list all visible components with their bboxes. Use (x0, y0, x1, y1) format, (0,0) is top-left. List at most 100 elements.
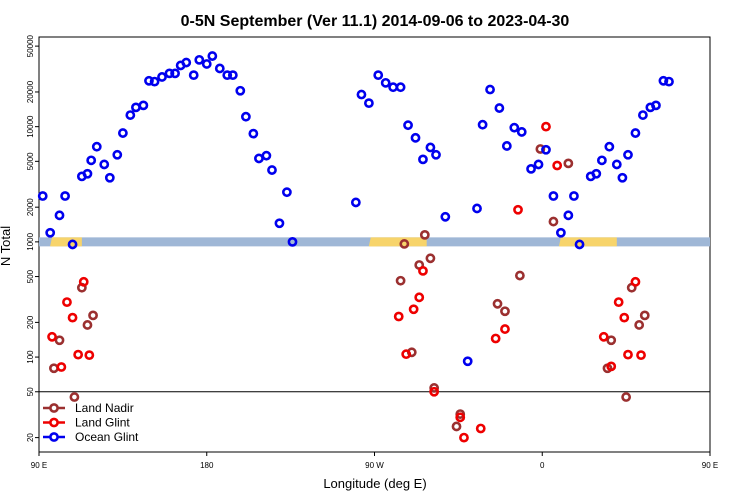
data-point (86, 155, 97, 166)
x-tick-label: 90 E (702, 461, 718, 470)
data-point (395, 82, 406, 93)
data-point (462, 356, 473, 367)
land-band-edge (368, 237, 377, 247)
data-point (472, 203, 482, 214)
data-point (47, 331, 57, 342)
y-tick-label: 20 (26, 433, 35, 442)
data-point (501, 141, 512, 151)
data-point (144, 75, 154, 86)
data-point (429, 383, 440, 393)
y-tick-label: 2000 (26, 198, 35, 216)
data-point (548, 191, 559, 201)
data-point (414, 292, 425, 303)
data-point (207, 51, 218, 61)
data-point (440, 211, 451, 222)
data-point (350, 197, 361, 208)
x-tick-label: 180 (200, 461, 214, 470)
data-point (636, 350, 646, 361)
legend-marker (49, 403, 59, 413)
data-point (492, 298, 503, 309)
data-point (267, 165, 277, 175)
data-point (84, 350, 95, 361)
data-point (533, 159, 544, 170)
data-point (598, 331, 609, 342)
data-point (388, 82, 399, 93)
data-point (125, 110, 136, 120)
data-point (541, 121, 551, 132)
data-point (611, 159, 622, 170)
data-point (485, 84, 495, 95)
data-point (401, 349, 412, 360)
data-point (490, 333, 501, 344)
data-point (613, 297, 624, 308)
y-tick-label: 50 (26, 387, 35, 396)
data-point (88, 310, 98, 321)
data-point (606, 361, 617, 372)
data-point (541, 144, 551, 155)
land-band-segment (370, 237, 427, 247)
data-point (181, 57, 192, 68)
data-point (548, 216, 559, 227)
data-point (596, 155, 607, 166)
data-point (54, 335, 65, 346)
data-point (574, 239, 585, 250)
data-point (201, 59, 212, 69)
data-point (604, 141, 615, 152)
data-point (638, 110, 648, 120)
data-point (513, 204, 523, 215)
data-point (431, 149, 441, 160)
data-point (500, 306, 510, 317)
data-point (621, 392, 632, 402)
y-tick-label: 500 (26, 269, 35, 283)
data-point (91, 141, 102, 152)
data-point (623, 349, 633, 360)
y-tick-label: 20000 (26, 80, 35, 103)
y-tick-label: 200 (26, 315, 35, 329)
data-point (634, 320, 645, 330)
data-point (395, 275, 406, 286)
data-point (287, 236, 298, 247)
data-point (500, 324, 510, 334)
data-point (194, 54, 205, 65)
data-point (419, 229, 430, 240)
data-point (393, 311, 404, 322)
y-tick-label: 5000 (26, 152, 35, 170)
data-point (49, 363, 59, 374)
chart-title: 0-5N September (Ver 11.1) 2014-09-06 to … (181, 13, 570, 30)
data-point (555, 227, 566, 238)
data-point (617, 172, 628, 183)
y-axis-label: N Total (0, 226, 13, 266)
data-point (117, 128, 128, 138)
data-point (281, 187, 292, 198)
data-point (138, 100, 149, 111)
data-point (399, 239, 410, 249)
data-point (403, 120, 413, 131)
data-point (373, 70, 384, 81)
data-point (514, 270, 525, 281)
data-point (235, 85, 246, 96)
legend-marker (49, 432, 59, 442)
data-point (54, 210, 65, 221)
data-point (227, 70, 238, 81)
data-point (170, 68, 180, 79)
legend-marker (49, 417, 59, 428)
data-point (222, 70, 233, 81)
data-point (535, 144, 546, 154)
x-axis-label: Longitude (deg E) (323, 476, 426, 491)
data-point (639, 310, 650, 321)
x-tick-label: 90 W (365, 461, 384, 470)
data-point (62, 297, 72, 308)
data-point (131, 102, 141, 113)
data-point (429, 386, 440, 397)
data-point (563, 210, 574, 221)
data-point (664, 76, 674, 87)
data-point (214, 63, 225, 74)
x-tick-label: 0 (540, 461, 545, 470)
data-point (526, 163, 536, 174)
data-point (78, 276, 89, 287)
y-tick-label: 10000 (26, 115, 35, 138)
land-band-segment (560, 237, 617, 247)
data-point (563, 158, 574, 169)
data-point (157, 72, 167, 82)
